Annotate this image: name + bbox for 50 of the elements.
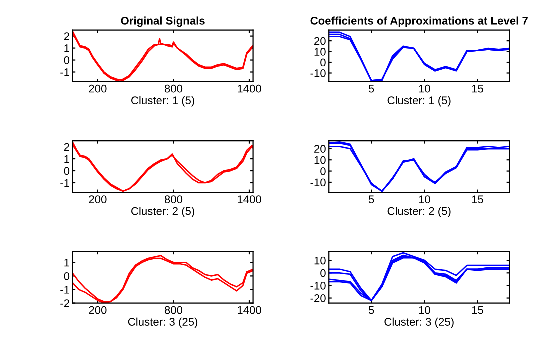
x-axis-title: Cluster: 3 (25) (384, 318, 454, 328)
y-tick-label: -2 (60, 300, 70, 308)
y-tick-label: 10 (314, 48, 326, 56)
y-tick-label: 0 (320, 269, 326, 278)
x-tick-label: 15 (472, 306, 484, 314)
x-tick-label: 10 (419, 196, 430, 204)
y-tick-label: 20 (314, 145, 326, 154)
x-tick-label: 800 (164, 306, 183, 314)
x-tick-label: 200 (89, 196, 107, 204)
y-tick-label: 1 (64, 259, 70, 267)
x-tick-label: 1400 (238, 84, 262, 93)
x-tick-label: 800 (164, 196, 183, 204)
x-tick-label: 800 (164, 84, 183, 93)
x-axis-title: Cluster: 1 (5) (388, 96, 451, 107)
x-tick-label: 5 (368, 85, 374, 93)
x-tick-label: 1400 (238, 196, 262, 204)
y-tick-label: 0 (64, 272, 70, 280)
x-tick-label: 15 (472, 85, 484, 93)
y-tick-label: -10 (310, 178, 326, 187)
y-tick-label: 2 (64, 143, 70, 152)
x-axis-title: Cluster: 2 (5) (388, 207, 451, 218)
x-tick-label: 10 (419, 84, 430, 93)
y-tick-label: -1 (60, 68, 70, 76)
y-tick-label: 0 (320, 58, 326, 67)
y-tick-label: -20 (310, 294, 326, 302)
x-tick-label: 1400 (238, 306, 262, 314)
x-tick-label: 5 (368, 306, 374, 314)
x-axis-title: Cluster: 3 (25) (128, 318, 198, 328)
y-tick-label: -1 (60, 179, 70, 188)
y-tick-label: 0 (64, 167, 70, 176)
y-tick-label: 10 (314, 256, 326, 265)
y-tick-label: 0 (320, 168, 326, 176)
x-tick-label: 10 (419, 306, 430, 314)
y-tick-label: 2 (64, 32, 70, 40)
chart-title: Coefficients of Approximations at Level 7 (310, 16, 528, 28)
x-tick-label: 15 (472, 196, 484, 204)
y-tick-label: 1 (64, 155, 70, 164)
y-tick-label: 1 (64, 44, 70, 52)
x-tick-label: 5 (368, 196, 374, 204)
x-tick-label: 200 (89, 306, 107, 314)
y-tick-label: 0 (64, 56, 70, 64)
y-tick-label: -10 (310, 70, 326, 78)
x-tick-label: 200 (89, 84, 107, 93)
x-axis-title: Cluster: 1 (5) (132, 96, 194, 107)
y-tick-label: -1 (60, 286, 70, 294)
y-tick-label: 20 (314, 37, 326, 46)
chart-title: Original Signals (121, 16, 205, 28)
y-tick-label: 10 (314, 156, 326, 164)
y-tick-label: -10 (310, 282, 326, 290)
x-axis-title: Cluster: 2 (5) (132, 207, 194, 218)
